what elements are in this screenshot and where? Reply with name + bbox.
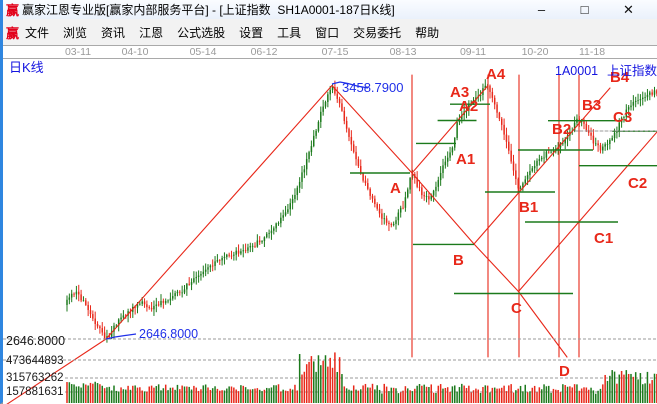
svg-text:B3: B3 [582, 97, 601, 114]
svg-text:C3: C3 [613, 109, 632, 126]
svg-text:157881631: 157881631 [6, 386, 64, 398]
svg-text:日K线: 日K线 [9, 60, 44, 75]
svg-text:05-14: 05-14 [190, 46, 217, 58]
svg-text:2646.8000: 2646.8000 [6, 334, 65, 348]
svg-text:A: A [390, 180, 401, 197]
svg-text:A4: A4 [486, 66, 506, 83]
svg-text:B: B [453, 252, 464, 269]
svg-text:1A0001: 1A0001 [555, 64, 598, 78]
svg-text:06-12: 06-12 [251, 46, 278, 58]
svg-text:315763262: 315763262 [6, 372, 64, 384]
svg-text:3458.7900: 3458.7900 [342, 80, 403, 95]
svg-text:A1: A1 [456, 151, 475, 168]
svg-text:B1: B1 [519, 199, 538, 216]
svg-text:09-11: 09-11 [460, 46, 486, 58]
svg-text:03-11: 03-11 [65, 46, 91, 58]
svg-text:C1: C1 [594, 230, 613, 247]
svg-text:C2: C2 [628, 175, 647, 192]
svg-text:B2: B2 [552, 121, 571, 138]
svg-text:C: C [511, 300, 522, 317]
svg-text:04-10: 04-10 [122, 46, 149, 58]
svg-text:10-20: 10-20 [522, 46, 549, 58]
svg-text:上证指数: 上证指数 [607, 63, 657, 78]
svg-text:D: D [559, 363, 570, 380]
svg-text:11-18: 11-18 [579, 46, 605, 58]
svg-text:A3: A3 [450, 84, 469, 101]
svg-text:08-13: 08-13 [390, 46, 417, 58]
svg-text:07-15: 07-15 [322, 46, 349, 58]
svg-text:2646.8000: 2646.8000 [139, 327, 198, 341]
svg-text:473644893: 473644893 [6, 355, 64, 367]
